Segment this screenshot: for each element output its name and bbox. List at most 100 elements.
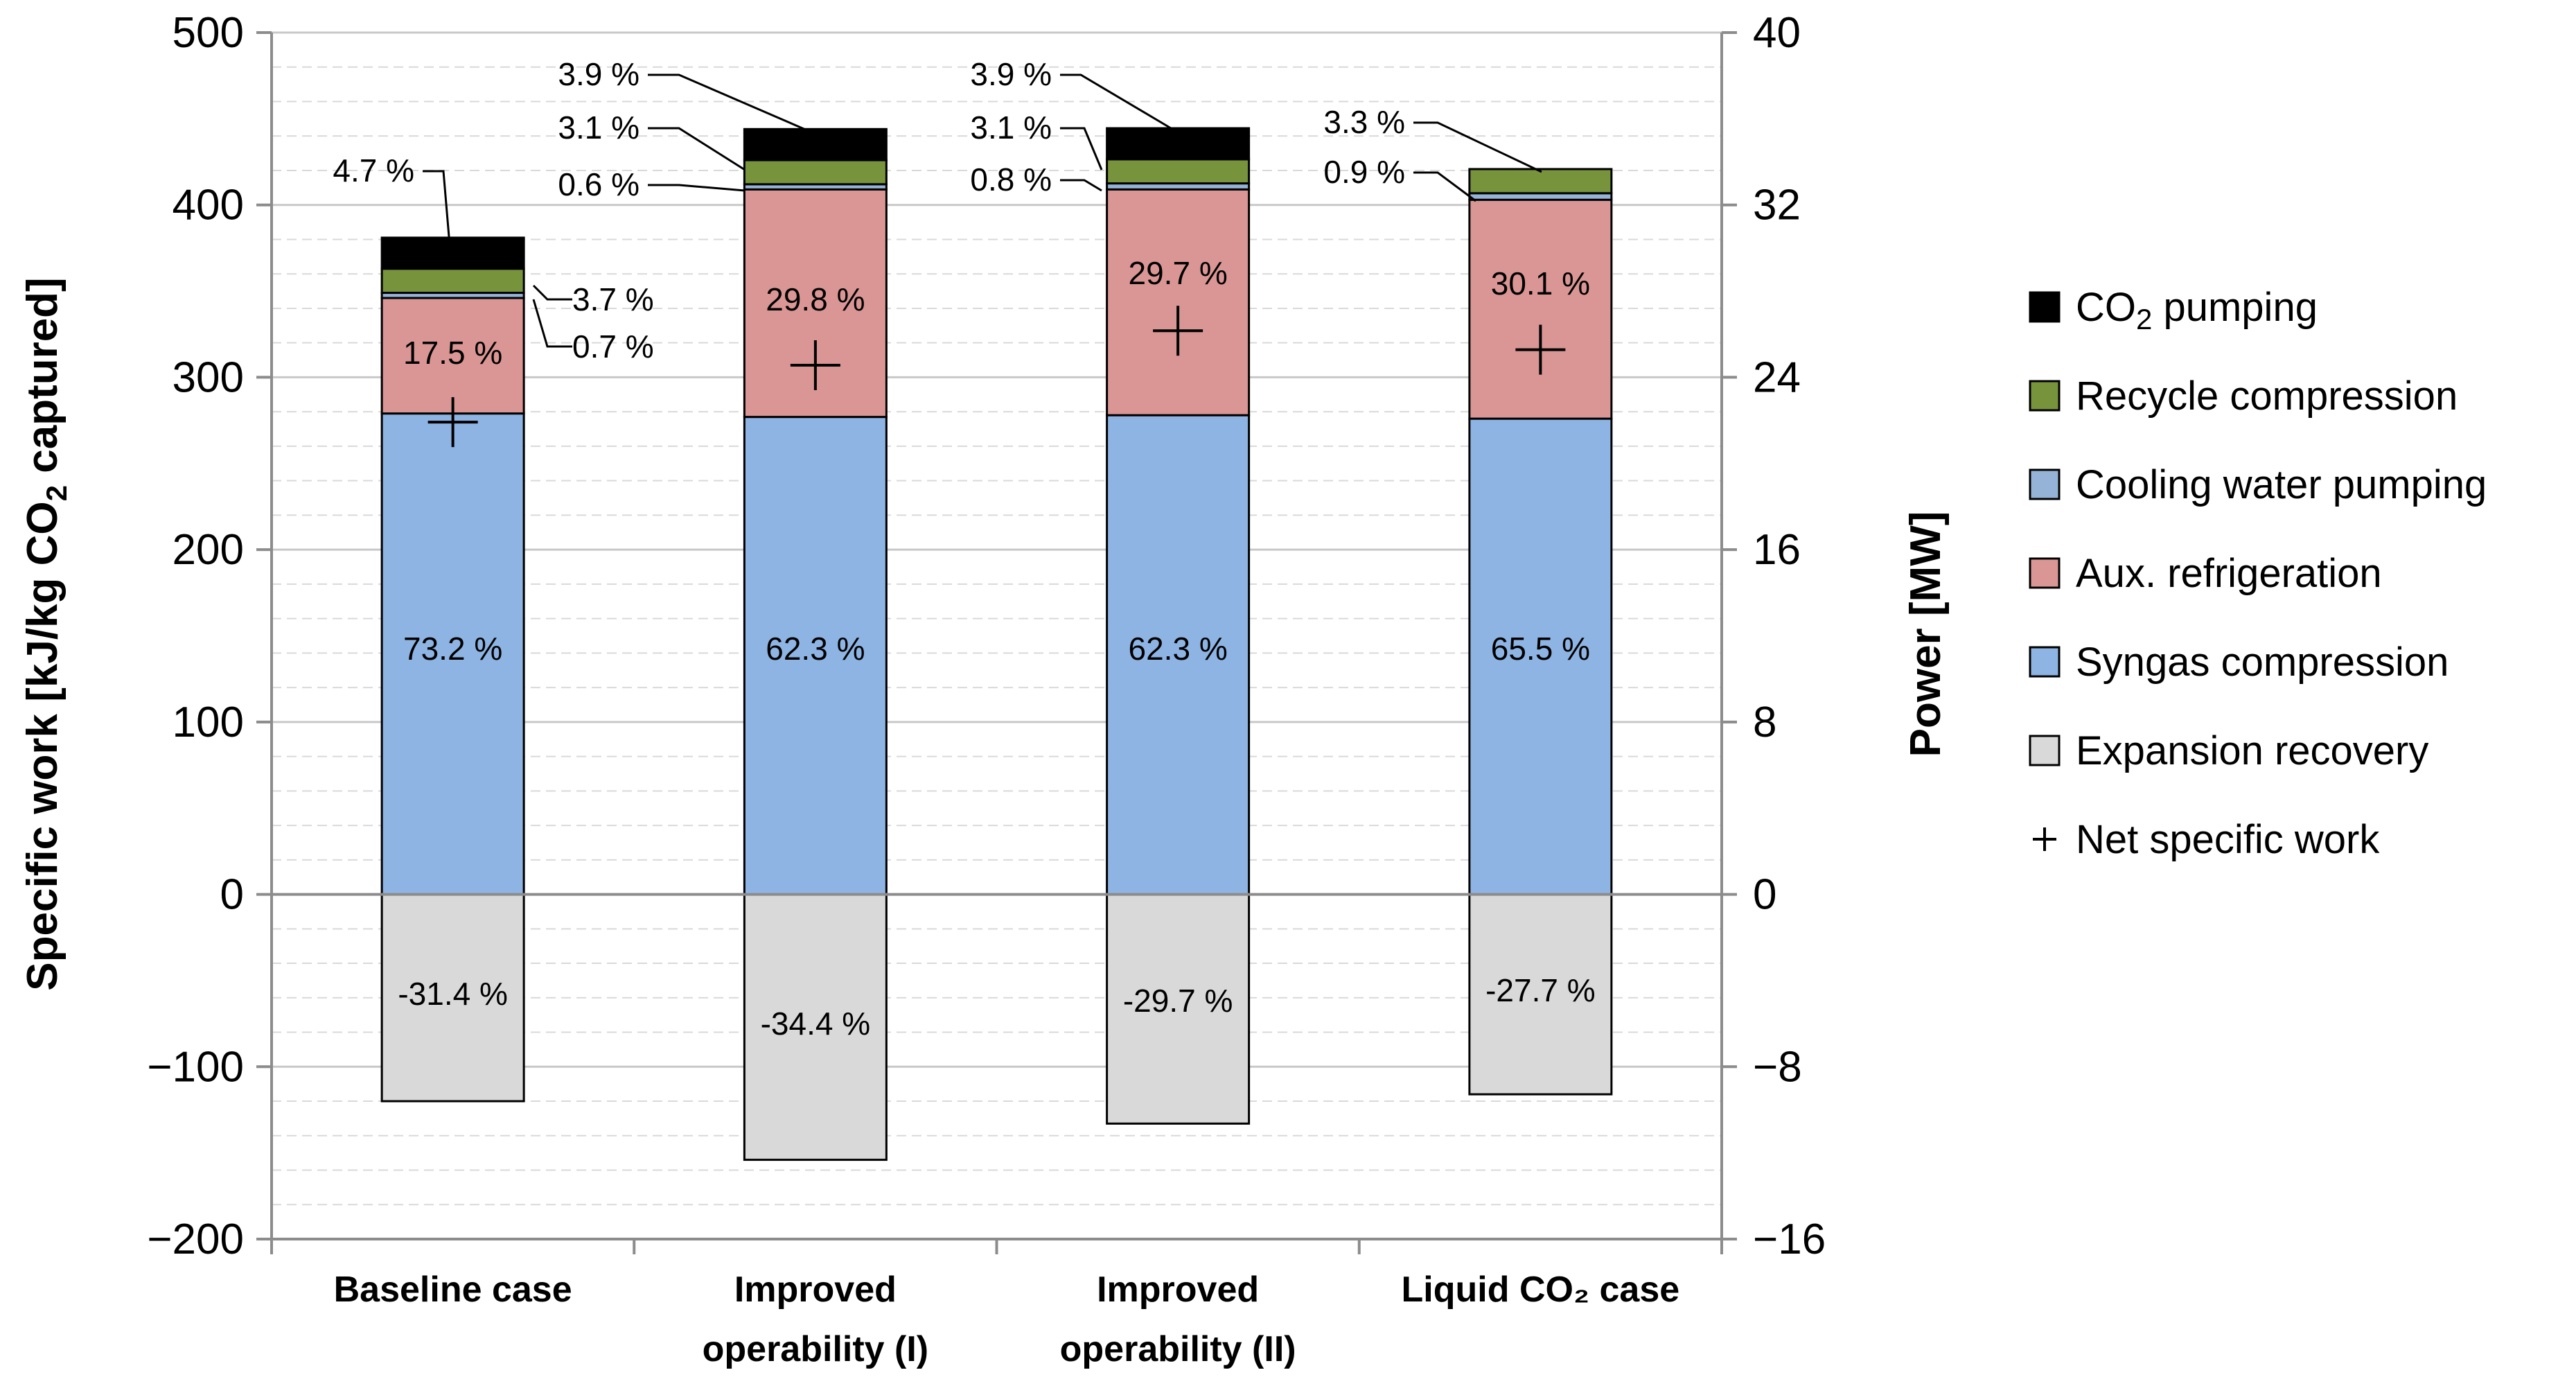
legend-swatch <box>2029 735 2061 766</box>
annotation-leader <box>1413 171 1476 202</box>
net-specific-work-marker <box>790 340 840 391</box>
segment-label: 62.3 % <box>766 631 865 667</box>
y-tick-label-left: 400 <box>173 182 244 229</box>
legend-item: Net specific work <box>2033 817 2380 862</box>
annotation-leader <box>1060 179 1102 192</box>
annotation-leader <box>648 73 808 132</box>
bar-segment <box>380 297 525 415</box>
legend-label: Aux. refrigeration <box>2076 551 2382 596</box>
annotation-leader <box>648 184 746 192</box>
legend-item: Cooling water pumping <box>2029 462 2487 507</box>
annotation-leader <box>1060 127 1103 170</box>
y-tick-label-left: −100 <box>147 1043 244 1091</box>
bar-segment <box>1106 127 1251 161</box>
legend-label: Recycle compression <box>2076 374 2458 419</box>
y-tick-label-left: −200 <box>147 1216 244 1263</box>
y-tick-label-right: 24 <box>1753 353 1801 401</box>
bar-segment <box>743 893 888 1161</box>
legend-swatch <box>2029 380 2061 412</box>
legend-label: Expansion recovery <box>2076 728 2428 773</box>
y-tick-label-left: 300 <box>173 353 244 401</box>
bar-segment <box>1468 417 1613 896</box>
x-tick-label: Liquid CO₂ case <box>1402 1270 1680 1310</box>
legend-item: CO2 pumping <box>2029 285 2318 335</box>
y-tick-label-left: 500 <box>173 9 244 57</box>
y-axis-title-left: Specific work [kJ/kg CO2 captured] <box>19 277 73 990</box>
y-tick-label-right: 40 <box>1753 9 1801 57</box>
annotation-leader <box>648 127 746 171</box>
annotation-label: 3.1 % <box>558 109 639 146</box>
legend-label: CO2 pumping <box>2076 285 2318 335</box>
annotation-label: 3.9 % <box>558 56 639 92</box>
annotation-leader <box>532 284 572 301</box>
bar-segment <box>380 267 525 295</box>
annotation-label: 3.7 % <box>572 281 654 317</box>
segment-label: 30.1 % <box>1491 265 1590 301</box>
annotation-label: 0.6 % <box>558 166 639 202</box>
bar-segment <box>1468 893 1613 1096</box>
legend-item: Syngas compression <box>2029 640 2449 685</box>
legend-swatch <box>2029 557 2061 589</box>
bar-segment <box>380 412 525 896</box>
x-tick-label: Improved operability (II) <box>1060 1270 1296 1369</box>
net-specific-work-marker <box>427 397 478 448</box>
y-tick-label-left: 100 <box>173 699 244 746</box>
bar-segment <box>1468 168 1613 195</box>
legend-swatch <box>2029 646 2061 678</box>
annotation-leader <box>423 170 452 254</box>
segment-label: -34.4 % <box>761 1006 871 1042</box>
y-tick-label-left: 0 <box>220 871 244 919</box>
x-tick-label: Baseline case <box>334 1270 572 1310</box>
legend-label: Syngas compression <box>2076 640 2449 685</box>
annotation-label: 3.1 % <box>970 109 1052 146</box>
y-tick-label-right: 16 <box>1753 526 1801 574</box>
x-tick-label: Improved operability (I) <box>703 1270 928 1369</box>
legend-item: Aux. refrigeration <box>2029 551 2382 596</box>
net-specific-work-marker <box>1515 324 1566 375</box>
y-tick-label-right: 0 <box>1753 871 1776 919</box>
legend-label: Cooling water pumping <box>2076 462 2487 507</box>
bar-segment <box>743 128 888 161</box>
bar-segment <box>1106 414 1251 896</box>
data-labels: -31.4 % -34.4 % -29.7 % -27.7 % 73.2 % 62.3 %… <box>333 56 1595 1042</box>
y-tick-label-left: 200 <box>173 526 244 574</box>
bar-segment <box>743 416 888 896</box>
annotation-label: 3.9 % <box>970 56 1052 92</box>
annotation-leader <box>1060 73 1175 132</box>
annotation-label: 3.3 % <box>1323 104 1405 140</box>
segment-label: 73.2 % <box>403 631 502 667</box>
annotation-leader <box>1413 121 1542 173</box>
annotation-label: 4.7 % <box>333 152 414 188</box>
annotation-label: 0.8 % <box>970 161 1052 198</box>
bar-segment <box>380 236 525 270</box>
y-tick-label-right: −8 <box>1753 1043 1802 1091</box>
legend-item: Recycle compression <box>2029 374 2458 419</box>
legend-swatch <box>2029 468 2061 500</box>
segment-label: 29.8 % <box>766 281 865 317</box>
bar-segment <box>1106 893 1251 1125</box>
segment-label: -31.4 % <box>398 976 508 1012</box>
segment-label: 17.5 % <box>403 335 502 371</box>
segment-label: 62.3 % <box>1129 631 1228 667</box>
segment-label: -27.7 % <box>1485 972 1596 1008</box>
y-tick-label-right: −16 <box>1753 1216 1826 1263</box>
legend-label: Net specific work <box>2076 817 2380 862</box>
legend: CO2 pumping Recycle compression Cooling wa… <box>2029 285 2487 862</box>
segment-label: -29.7 % <box>1123 983 1233 1019</box>
stacked-bars <box>380 127 1613 1161</box>
net-specific-work-marker <box>1153 306 1203 356</box>
annotation-label: 0.7 % <box>572 328 654 365</box>
annotation-leader <box>532 299 572 348</box>
bar-segment <box>1106 158 1251 185</box>
y-axis-title-right: Power [MW] <box>1902 511 1950 757</box>
legend-item: Expansion recovery <box>2029 728 2428 773</box>
bar-segment <box>1468 198 1613 420</box>
annotation-label: 0.9 % <box>1323 154 1405 190</box>
y-tick-label-right: 8 <box>1753 699 1776 746</box>
axes: −200 −16 −100 −8 0 0 100 8 200 16 300 24 400 32 500 40 B… <box>147 9 1826 1369</box>
y-tick-label-right: 32 <box>1753 182 1801 229</box>
bar-segment <box>380 893 525 1103</box>
legend-swatch <box>2029 291 2061 323</box>
segment-label: 29.7 % <box>1129 255 1228 291</box>
